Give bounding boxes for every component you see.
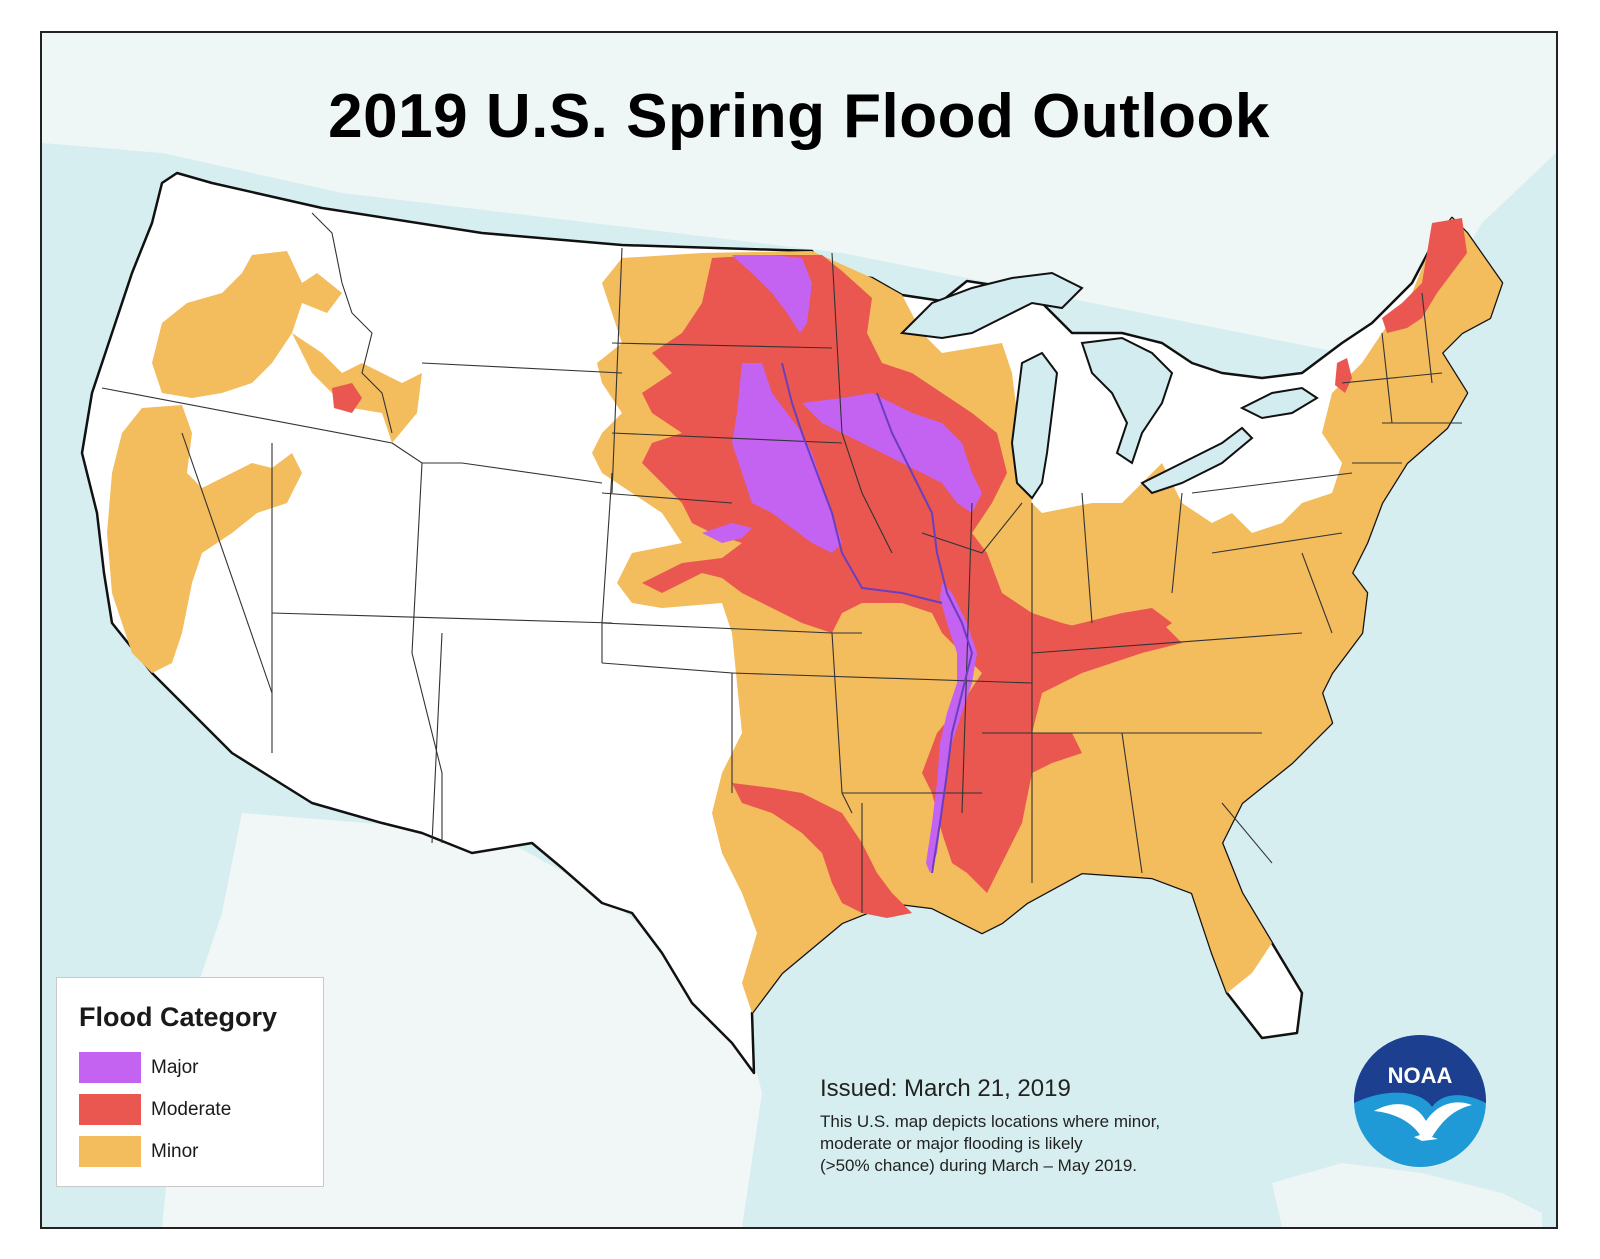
issued-date: Issued: March 21, 2019: [820, 1075, 1071, 1102]
lake-ontario: [1239, 386, 1319, 420]
map-description-line: This U.S. map depicts locations where mi…: [820, 1112, 1161, 1131]
legend-swatch-minor: [79, 1136, 141, 1167]
moderate-region-maine: [1382, 218, 1467, 333]
cuba-land: [1272, 1163, 1542, 1227]
legend-label-minor: Minor: [151, 1141, 199, 1162]
legend-label-major: Major: [151, 1057, 199, 1078]
major-region-lower-mississippi: [926, 583, 977, 873]
map-frame: 2019 U.S. Spring Flood Outlook Flood Cat…: [40, 31, 1558, 1229]
legend-title: Flood Category: [79, 1002, 278, 1032]
moderate-region-ohio-river: [1002, 608, 1172, 683]
major-region-nebraska-spot: [702, 523, 752, 543]
major-regions: [702, 255, 982, 873]
map-description-line: (>50% chance) during March – May 2019.: [820, 1156, 1138, 1175]
legend-swatch-major: [79, 1052, 141, 1083]
minor-region-california-nevada: [107, 405, 302, 673]
moderate-region-new-york: [1335, 358, 1352, 393]
great-lakes: [899, 271, 1319, 500]
lake-michigan: [1010, 351, 1059, 500]
map-description-line: moderate or major flooding is likely: [820, 1134, 1083, 1153]
missouri-river: [781, 362, 943, 604]
state-boundaries: [101, 212, 1462, 913]
major-region-missouri-basin: [732, 363, 842, 553]
legend: Flood Category Major Moderate Minor: [56, 977, 324, 1187]
lake-superior: [899, 271, 1084, 340]
mississippi-river: [876, 392, 974, 874]
noaa-logo-icon: NOAA: [1354, 1035, 1486, 1167]
legend-label-moderate: Moderate: [151, 1099, 232, 1120]
flood-outlook-map: [42, 33, 1556, 1227]
legend-swatch-moderate: [79, 1094, 141, 1125]
major-region-red-river-north: [732, 255, 812, 333]
minor-region-pacific-northwest: [152, 251, 342, 398]
minor-region-idaho: [292, 333, 422, 443]
map-title: 2019 U.S. Spring Flood Outlook: [328, 82, 1270, 151]
canada-land: [42, 33, 1556, 353]
moderate-region-red-river: [732, 783, 912, 918]
lake-huron: [1080, 336, 1174, 465]
noaa-logo-text: NOAA: [1388, 1063, 1453, 1088]
map-description: This U.S. map depicts locations where mi…: [820, 1111, 1270, 1177]
lake-erie: [1140, 426, 1254, 495]
major-region-upper-mississippi: [802, 393, 982, 513]
moderate-region-idaho-spot: [332, 383, 362, 413]
major-rivers: [781, 362, 974, 874]
